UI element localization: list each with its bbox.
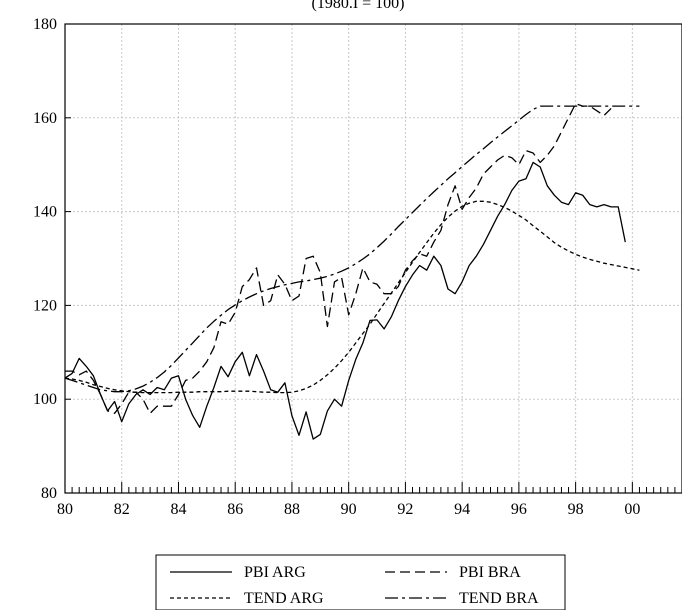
x-tick-label: 92 (397, 501, 413, 518)
legend: PBI ARG PBI BRA TEND ARG TEND BRA (155, 554, 566, 610)
x-tick-label: 98 (568, 501, 584, 518)
series-line-pbi-bra (65, 103, 612, 414)
legend-label: TEND ARG (244, 590, 324, 607)
x-tick-label: 90 (341, 501, 357, 518)
chart-subtitle: (1980.I = 100) (311, 0, 404, 12)
y-tick-label: 160 (33, 110, 57, 127)
series-line-tend-arg (64, 200, 640, 394)
x-tick-label: 80 (57, 501, 73, 518)
y-tick-label: 140 (33, 204, 57, 221)
x-tick-label: 82 (114, 501, 130, 518)
x-tick-label: 88 (284, 501, 300, 518)
grid (65, 24, 682, 493)
series-line-tend-bra (64, 105, 640, 393)
y-tick-label: 120 (33, 297, 57, 314)
legend-box (155, 554, 566, 610)
y-tick-label: 180 (33, 16, 57, 33)
legend-label: TEND BRA (459, 590, 539, 607)
x-tick-label: 00 (624, 501, 640, 518)
legend-label: PBI BRA (459, 564, 521, 581)
x-tick-label: 84 (170, 501, 186, 518)
y-axis: 80 100 120 140 160 180 (33, 16, 71, 502)
series-line-pbi-arg (64, 161, 626, 440)
x-tick-label: 94 (454, 501, 470, 518)
series-group (64, 103, 640, 440)
y-tick-label: 80 (41, 485, 57, 502)
y-tick-label: 100 (33, 391, 57, 408)
legend-label: PBI ARG (244, 564, 306, 581)
plot-frame (64, 23, 682, 494)
x-tick-label: 96 (511, 501, 527, 518)
x-tick-label: 86 (227, 501, 243, 518)
x-axis: 80 82 84 86 88 90 92 94 96 98 00 (57, 482, 682, 518)
